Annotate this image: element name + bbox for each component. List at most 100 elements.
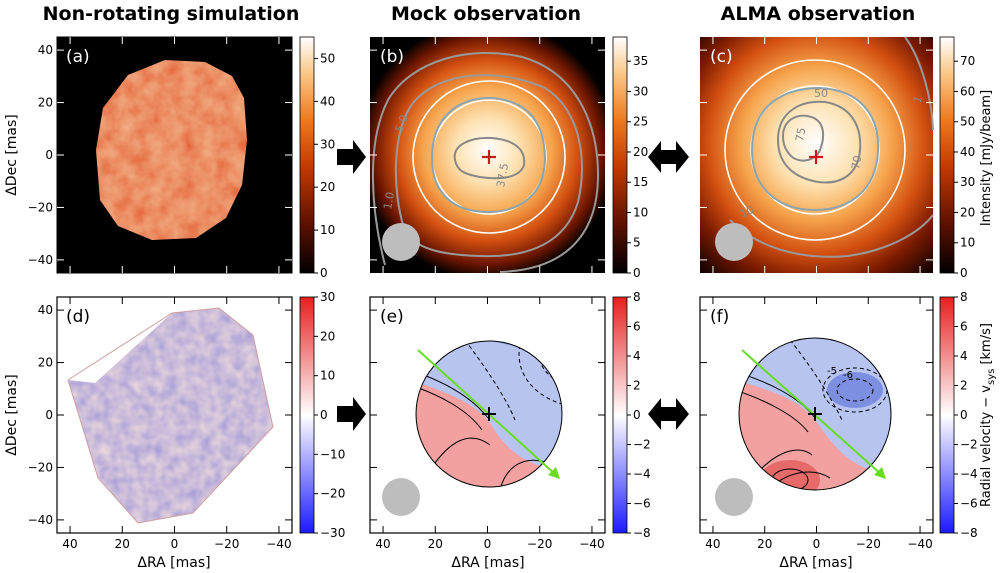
- major-axis-arrowhead: [874, 467, 886, 479]
- x-tick-label: 20: [757, 537, 772, 551]
- panel-c-contour-label-10: 10: [738, 203, 756, 221]
- colorbar-tick-label: 2: [633, 379, 641, 393]
- colorbar-tick-label: 6: [633, 320, 641, 334]
- beam-ellipse: [382, 478, 420, 516]
- panel-a: (a): [56, 36, 293, 274]
- panel-b: 5.0 1.0 37.5 (b): [370, 37, 605, 273]
- colorbar-f-label-sub: sys: [986, 369, 997, 385]
- colorbar-tick-label: −2: [960, 438, 978, 452]
- double-arrow: [648, 398, 689, 430]
- panel-f-contour-label-5: -5: [827, 366, 837, 377]
- colorbar-tick-label: −2: [633, 438, 651, 452]
- colorbar-tick-label: 15: [633, 175, 648, 189]
- panel-f-label: (f): [710, 307, 729, 327]
- y-tick-label: 40: [38, 43, 53, 57]
- beam-ellipse: [715, 478, 753, 516]
- panel-a-label: (a): [66, 47, 90, 67]
- colorbar-tick-label: −8: [960, 526, 978, 540]
- colorbar-tick-label: −4: [633, 467, 651, 481]
- colorbar-tick-label: 5: [633, 236, 641, 250]
- xlabel-right: ΔRA [mas]: [779, 555, 852, 571]
- colorbar-tick-label: −8: [633, 526, 651, 540]
- panel-b-contour-outer: [372, 51, 600, 273]
- x-tick-label: 0: [484, 537, 492, 551]
- colorbar-tick-label: 6: [960, 320, 968, 334]
- colorbar-tick-label: 40: [320, 94, 335, 108]
- panel-b-label: (b): [380, 47, 404, 67]
- x-tick-label: −20: [527, 537, 552, 551]
- velocity-map-edge: [67, 307, 274, 524]
- colorbar-tick-label: −20: [320, 487, 345, 501]
- y-tick-label: −40: [28, 513, 53, 527]
- y-tick-label: 0: [45, 408, 53, 422]
- velocity-map-blue-core: [827, 372, 883, 408]
- panel-c-label: (c): [710, 47, 733, 67]
- panel-b-contour-mid: [394, 74, 583, 258]
- star-surface-blob: [96, 60, 247, 240]
- colorbar-tick-label: −30: [320, 526, 345, 540]
- panel-b-contour-label-37: 37.5: [494, 162, 511, 188]
- y-tick-label: 0: [45, 148, 53, 162]
- colorbar-tick-label: 8: [960, 290, 968, 304]
- velocity-map-red-region: [416, 380, 562, 487]
- panel-b-contour-peak: [453, 136, 526, 180]
- x-tick-label: 40: [705, 537, 720, 551]
- y-tick-label: −40: [28, 253, 53, 267]
- column-title-simulation: Non-rotating simulation: [43, 3, 300, 25]
- colorbar-tick-label: 30: [320, 137, 335, 151]
- panel-c: 50 75 70 10 1 (c): [700, 36, 934, 273]
- double-arrow: [648, 141, 689, 173]
- xlabel-middle: ΔRA [mas]: [451, 555, 524, 571]
- colorbar-tick-label: 0: [633, 266, 641, 280]
- velocity-map-red-core: [760, 460, 820, 490]
- beam-ellipse: [715, 223, 753, 261]
- panel-b-white-ring-outer: [412, 80, 566, 234]
- x-tick-label: 0: [813, 537, 821, 551]
- y-tick-label: −20: [28, 200, 53, 214]
- velocity-map-rotated: [68, 308, 273, 523]
- colorbar-tick-label: 0: [633, 408, 641, 422]
- center-marker: [808, 407, 822, 421]
- colorbar-tick-label: 0: [960, 408, 968, 422]
- panel-c-contour-75: [781, 114, 825, 162]
- colorbar-tick-label: −10: [320, 447, 345, 461]
- colorbar-f: [939, 296, 955, 534]
- major-axis-arrow: [741, 349, 883, 476]
- colorbar-tick-label: 50: [320, 51, 335, 65]
- panel-c-contour-label-50: 50: [814, 87, 828, 100]
- right-arrow: [337, 140, 366, 174]
- panel-d: (d): [56, 296, 293, 534]
- colorbar-tick-label: 40: [960, 145, 975, 159]
- colorbar-tick-label: 0: [320, 266, 328, 280]
- beam-ellipse: [382, 223, 420, 261]
- velocity-map-boundary: [415, 340, 563, 488]
- colorbar-tick-label: 10: [960, 236, 975, 250]
- colorbar-b: [612, 36, 628, 274]
- panel-c-contour-50: [750, 86, 880, 212]
- x-tick-label: 20: [115, 537, 130, 551]
- colorbar-c: [939, 36, 955, 274]
- velocity-map-boundary: [738, 337, 892, 491]
- panel-c-contour-1: [904, 36, 934, 131]
- panel-f: -5 -6 (f): [699, 296, 934, 534]
- major-axis-arrow: [417, 349, 557, 476]
- y-tick-label: 20: [38, 356, 53, 370]
- y-tick-label: 40: [38, 303, 53, 317]
- right-arrow: [337, 397, 366, 431]
- panel-f-contour-label-6: -6: [843, 370, 853, 381]
- panel-e: (e): [369, 296, 606, 534]
- colorbar-tick-label: 10: [633, 205, 648, 219]
- x-tick-label: 0: [171, 537, 179, 551]
- colorbar-tick-label: 20: [960, 205, 975, 219]
- panel-c-contour-label-75: 75: [793, 126, 808, 142]
- colorbar-tick-label: 70: [960, 54, 975, 68]
- colorbar-tick-label: 4: [960, 349, 968, 363]
- x-tick-label: −20: [214, 537, 239, 551]
- colorbar-tick-label: 4: [633, 349, 641, 363]
- center-marker: [482, 150, 496, 164]
- panel-d-label: (d): [66, 307, 90, 327]
- x-tick-label: −40: [579, 537, 604, 551]
- colorbar-f-label-unit: [km/s]: [979, 323, 994, 369]
- column-title-alma: ALMA observation: [721, 3, 916, 25]
- colorbar-tick-label: −6: [960, 497, 978, 511]
